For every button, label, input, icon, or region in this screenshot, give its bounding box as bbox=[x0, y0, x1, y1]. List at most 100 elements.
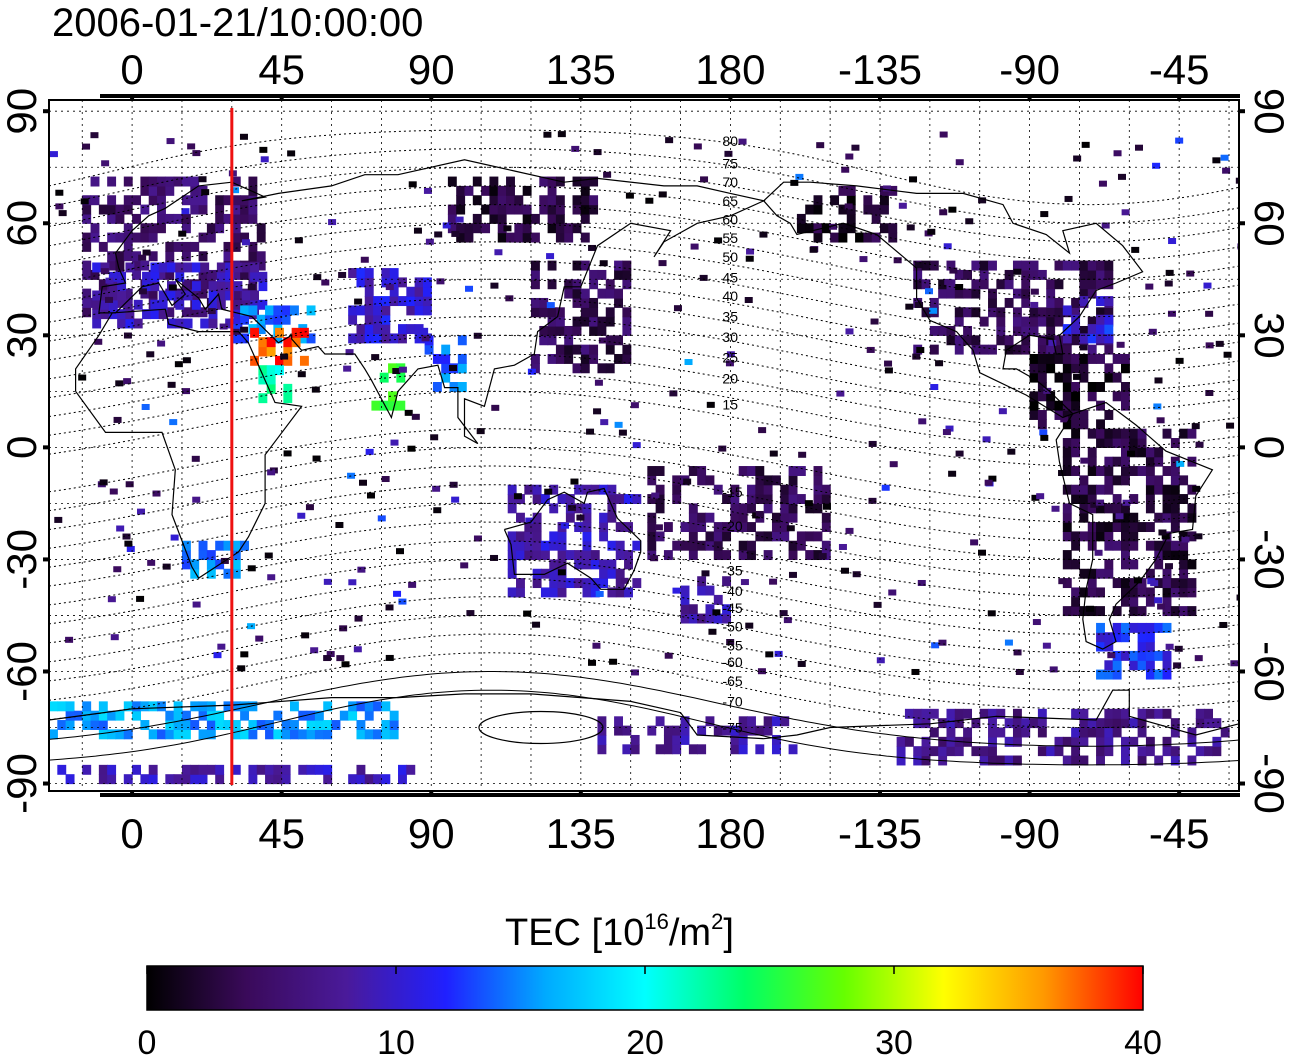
lon-label-bottom: -45 bbox=[1149, 810, 1210, 857]
tec-cell bbox=[605, 344, 615, 355]
tec-cell bbox=[655, 744, 665, 755]
tec-cell bbox=[607, 494, 617, 504]
tec-cell bbox=[1112, 494, 1122, 504]
tec-cell bbox=[690, 243, 699, 250]
tec-cell bbox=[291, 337, 301, 348]
tec-cell bbox=[1087, 344, 1097, 355]
tec-cell bbox=[150, 309, 160, 320]
tec-cell bbox=[265, 305, 274, 316]
tec-cell bbox=[1112, 650, 1122, 661]
tec-cell bbox=[605, 279, 615, 290]
tec-cell bbox=[1087, 279, 1097, 290]
tec-cell bbox=[605, 307, 615, 318]
tec-cell bbox=[1071, 382, 1081, 392]
tec-cell bbox=[896, 736, 906, 747]
tec-cell bbox=[614, 260, 623, 271]
contour-label: 80 bbox=[722, 133, 738, 149]
tec-cell bbox=[1104, 522, 1114, 533]
tec-cell bbox=[466, 610, 475, 617]
tec-cell bbox=[530, 363, 540, 374]
tec-cell bbox=[564, 353, 574, 364]
tec-cell bbox=[1062, 438, 1072, 448]
tec-cell bbox=[373, 324, 383, 335]
tec-cell bbox=[1120, 550, 1130, 561]
tec-cell bbox=[343, 365, 352, 372]
tec-cell bbox=[1120, 540, 1130, 551]
tec-cell bbox=[718, 445, 727, 452]
tec-cell bbox=[714, 237, 723, 244]
tec-cell bbox=[273, 305, 283, 316]
tec-cell bbox=[1120, 466, 1130, 476]
tec-cell bbox=[614, 716, 623, 727]
tec-cell bbox=[1062, 559, 1072, 570]
tec-cell bbox=[313, 274, 322, 281]
tec-cell bbox=[979, 344, 989, 355]
tec-cell bbox=[620, 577, 629, 584]
tec-cell bbox=[1096, 382, 1105, 392]
tec-cell bbox=[388, 391, 397, 402]
tec-cell bbox=[190, 195, 200, 206]
tec-cell bbox=[946, 718, 956, 729]
tec-cell bbox=[615, 578, 625, 589]
tec-cell bbox=[599, 568, 609, 579]
tec-cell bbox=[341, 661, 350, 668]
tec-cell bbox=[1029, 260, 1039, 271]
tec-cell bbox=[215, 774, 225, 785]
tec-cell bbox=[420, 327, 429, 334]
tec-cell bbox=[1154, 475, 1164, 486]
tec-cell bbox=[198, 279, 208, 290]
tec-cell bbox=[140, 204, 150, 215]
tec-cell bbox=[1145, 283, 1154, 290]
tec-cell bbox=[381, 701, 391, 712]
tec-cell bbox=[624, 587, 633, 598]
tec-cell bbox=[255, 635, 264, 642]
contour-label: 50 bbox=[722, 249, 738, 265]
tec-cell bbox=[1104, 632, 1114, 643]
tec-cell bbox=[988, 718, 997, 729]
tec-cell bbox=[758, 427, 767, 434]
tec-cell bbox=[1187, 428, 1197, 439]
tec-cell bbox=[582, 484, 592, 495]
tec-cell bbox=[930, 384, 939, 391]
tec-cell bbox=[1120, 632, 1130, 643]
tec-cell bbox=[146, 351, 155, 358]
tec-cell bbox=[237, 665, 246, 672]
tec-cell bbox=[371, 400, 381, 411]
tec-cell bbox=[547, 279, 557, 290]
tec-cell bbox=[92, 290, 102, 301]
tec-cell bbox=[925, 288, 934, 295]
tec-cell bbox=[365, 448, 374, 455]
tec-cell bbox=[231, 701, 241, 712]
tec-cell bbox=[231, 187, 240, 194]
tec-cell bbox=[215, 213, 225, 224]
tec-cell bbox=[589, 279, 599, 290]
tec-cell bbox=[213, 652, 222, 659]
tec-cell bbox=[1145, 641, 1155, 652]
tec-cell bbox=[600, 419, 609, 426]
tec-cell bbox=[1129, 494, 1139, 504]
tec-cell bbox=[181, 208, 190, 215]
tec-cell bbox=[1087, 428, 1097, 439]
tec-cell bbox=[323, 729, 333, 740]
tec-cell bbox=[158, 299, 168, 310]
tec-cell bbox=[846, 223, 856, 234]
tec-cell bbox=[1120, 512, 1130, 523]
tec-cell bbox=[868, 497, 877, 504]
tec-cell bbox=[1165, 643, 1174, 650]
tec-cell bbox=[1064, 195, 1073, 202]
tec-cell bbox=[1071, 363, 1081, 374]
tec-cell bbox=[1104, 540, 1114, 551]
tec-cell bbox=[522, 213, 532, 224]
lat-tick-left bbox=[43, 557, 49, 562]
tec-cell bbox=[663, 522, 673, 533]
tec-cell bbox=[1120, 503, 1130, 514]
tec-cell bbox=[963, 288, 973, 299]
tec-cell bbox=[1162, 606, 1172, 617]
tec-cell bbox=[298, 333, 308, 344]
tec-cell bbox=[1137, 650, 1147, 661]
tec-cell bbox=[599, 531, 609, 542]
tec-cell bbox=[1104, 372, 1114, 383]
tec-cell bbox=[1096, 727, 1105, 738]
tec-cell bbox=[1145, 736, 1155, 747]
tec-cell bbox=[1096, 400, 1105, 411]
